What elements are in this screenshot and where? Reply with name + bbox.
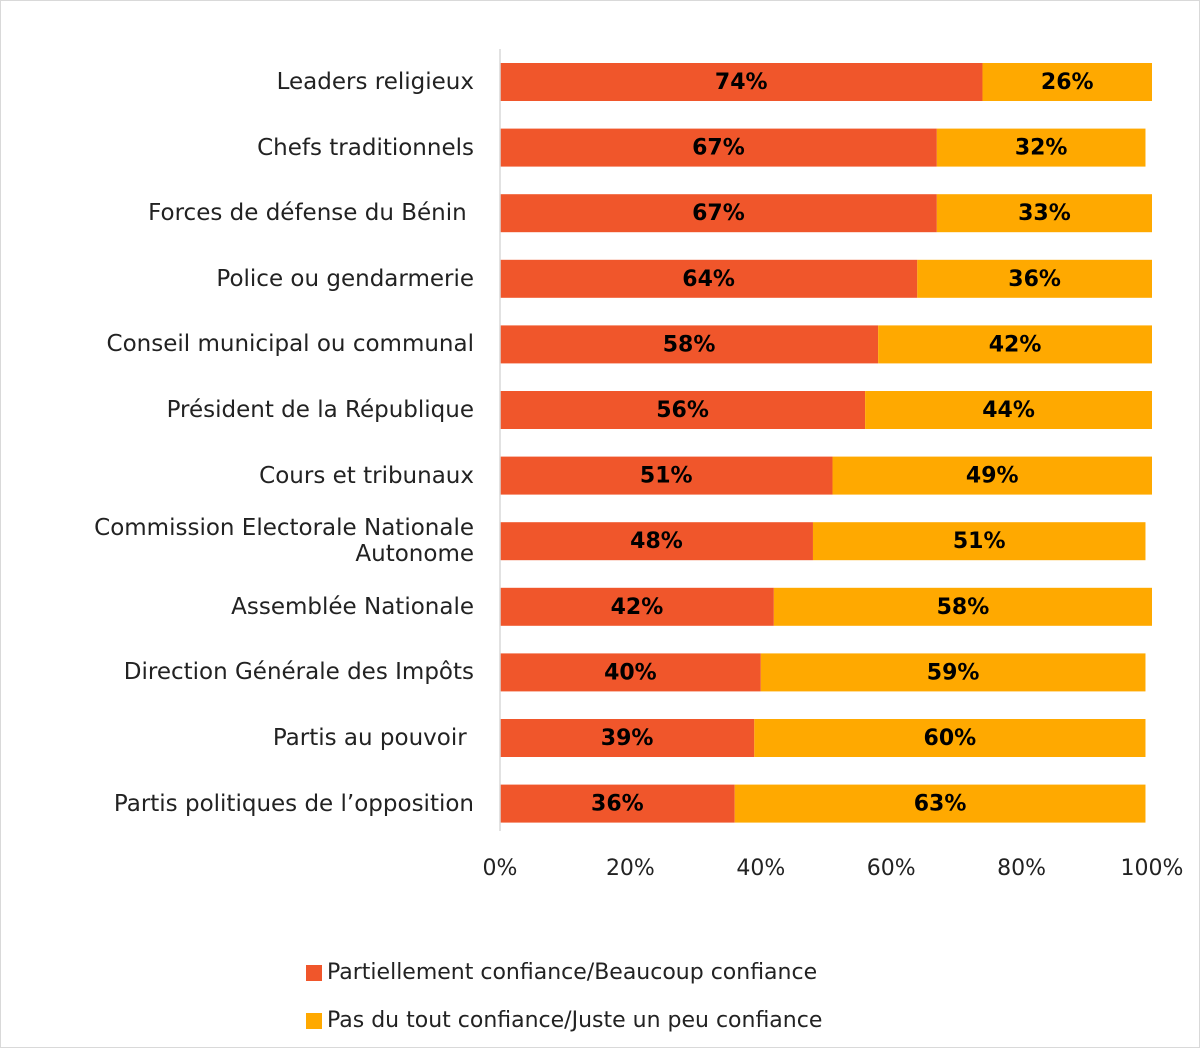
value-label: 58% bbox=[663, 332, 716, 357]
bar-segment bbox=[865, 391, 1152, 429]
category-label: Direction Générale des Impôts bbox=[123, 659, 474, 686]
x-tick-label: 20% bbox=[606, 856, 655, 881]
value-label: 58% bbox=[937, 595, 990, 620]
category-label: Commission Electorale Nationale Autonome bbox=[94, 515, 482, 568]
bar-segment bbox=[936, 128, 1146, 167]
value-label: 51% bbox=[640, 464, 693, 489]
value-label: 59% bbox=[927, 660, 980, 685]
value-label: 42% bbox=[989, 332, 1042, 357]
bar-segment bbox=[936, 194, 1152, 233]
bar-segment bbox=[500, 128, 937, 167]
bar-segment bbox=[982, 63, 1152, 101]
bar-segment bbox=[917, 259, 1152, 298]
value-label: 64% bbox=[682, 267, 735, 292]
category-label: Assemblée Nationale bbox=[231, 593, 474, 620]
category-label: Forces de défense du Bénin bbox=[148, 200, 474, 227]
value-label: 74% bbox=[715, 70, 768, 95]
bar-segment bbox=[500, 325, 879, 364]
value-label: 39% bbox=[601, 726, 654, 751]
x-tick-label: 80% bbox=[997, 856, 1046, 881]
category-label: Chefs traditionnels bbox=[257, 134, 474, 161]
category-label: Président de la République bbox=[166, 397, 474, 423]
value-label: 36% bbox=[591, 792, 644, 817]
value-label: 56% bbox=[656, 398, 709, 423]
bar-segment bbox=[500, 522, 813, 561]
value-label: 33% bbox=[1018, 201, 1071, 226]
category-label: Leaders religieux bbox=[276, 69, 474, 95]
value-label: 48% bbox=[630, 529, 683, 554]
value-label: 49% bbox=[966, 464, 1019, 489]
category-label: Cours et tribunaux bbox=[259, 462, 474, 489]
bar-segment bbox=[832, 456, 1152, 495]
bar-segment bbox=[760, 653, 1146, 692]
bar-segment bbox=[734, 784, 1146, 823]
bar-segment bbox=[754, 719, 1146, 757]
bar-segment bbox=[500, 63, 983, 101]
value-label: 42% bbox=[611, 595, 664, 620]
legend-swatch bbox=[306, 965, 322, 981]
value-label: 60% bbox=[924, 726, 977, 751]
x-tick-label: 100% bbox=[1121, 856, 1184, 881]
category-label: Police ou gendarmerie bbox=[216, 265, 474, 292]
value-label: 44% bbox=[982, 398, 1035, 423]
x-tick-label: 60% bbox=[867, 856, 916, 881]
value-label: 32% bbox=[1015, 136, 1068, 161]
value-label: 40% bbox=[604, 660, 657, 685]
legend-swatch bbox=[306, 1013, 322, 1029]
bar-segment bbox=[500, 194, 937, 233]
value-label: 36% bbox=[1008, 267, 1061, 292]
category-label: Partis au pouvoir bbox=[272, 725, 474, 751]
bar-segment bbox=[812, 522, 1146, 561]
bar-segment bbox=[878, 325, 1152, 364]
bar-segment bbox=[500, 784, 735, 823]
value-label: 26% bbox=[1041, 70, 1094, 95]
value-label: 67% bbox=[692, 201, 745, 226]
category-label: Partis politiques de l’opposition bbox=[113, 790, 474, 817]
bar-segment bbox=[500, 259, 918, 298]
bar-segment bbox=[500, 653, 761, 692]
bar-segment bbox=[500, 391, 866, 429]
value-label: 51% bbox=[953, 529, 1006, 554]
bar-segment bbox=[500, 456, 833, 495]
legend-label: Pas du tout confiance/Juste un peu confi… bbox=[327, 1008, 822, 1033]
category-label: Conseil municipal ou communal bbox=[106, 331, 474, 358]
x-tick-label: 40% bbox=[736, 856, 785, 881]
bar-segment bbox=[500, 719, 755, 757]
legend-label: Partiellement confiance/Beaucoup confian… bbox=[327, 960, 817, 985]
x-tick-label: 0% bbox=[483, 856, 518, 881]
value-label: 63% bbox=[914, 792, 967, 817]
bar-segment bbox=[500, 587, 774, 626]
value-label: 67% bbox=[692, 136, 745, 161]
bar-segment bbox=[773, 587, 1152, 626]
